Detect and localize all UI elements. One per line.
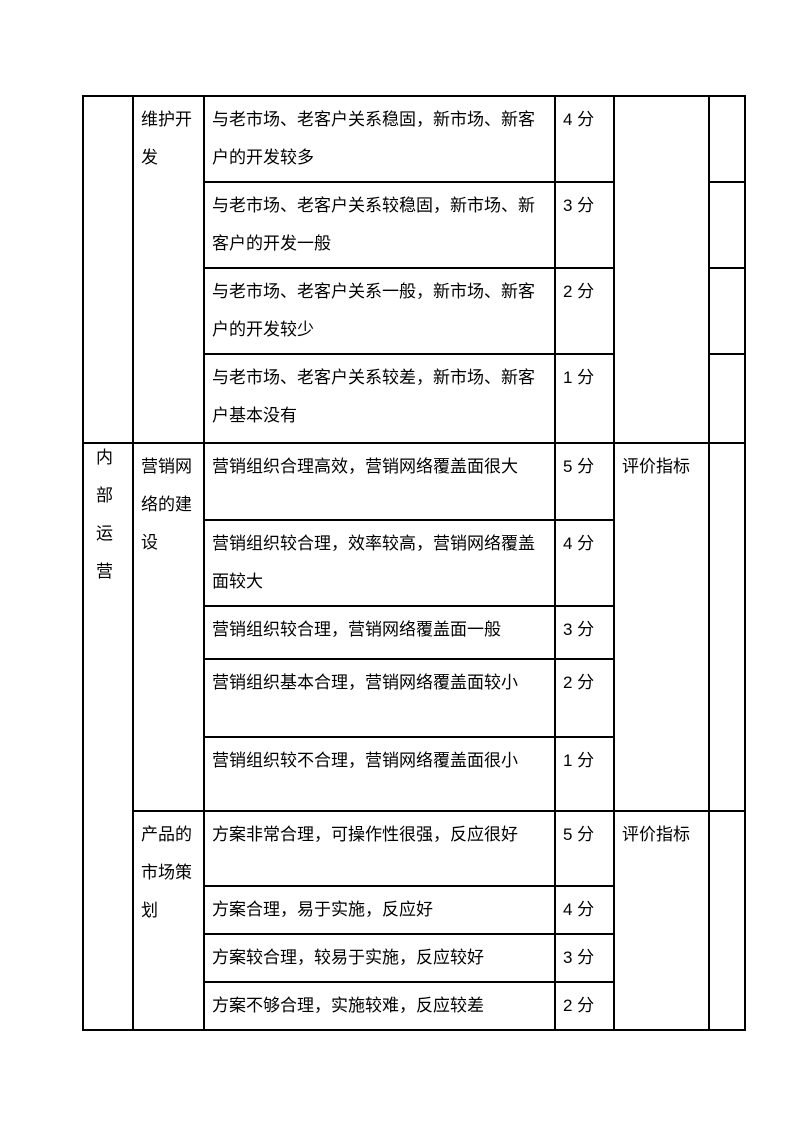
- criteria-cell: 与老市场、老客户关系较差，新市场、新客户基本没有: [203, 353, 556, 444]
- criteria-text: 营销组织较合理，效率较高，营销网络覆盖面较大: [212, 534, 535, 591]
- criteria-text: 营销组织基本合理，营销网络覆盖面较小: [212, 673, 518, 692]
- criteria-cell: 方案较合理，较易于实施，反应较好: [203, 933, 556, 983]
- score-cell: 3 分: [554, 181, 615, 269]
- indicator-cell: 评价指标: [613, 810, 710, 1031]
- score-value: 4 分: [563, 900, 595, 919]
- evaluation-criteria-table: 维护开发 与老市场、老客户关系稳固，新市场、新客户的开发较多 4 分 与老市场、…: [82, 95, 746, 1031]
- score-value: 1 分: [563, 368, 595, 387]
- criteria-text: 营销组织较合理，营销网络覆盖面一般: [212, 620, 501, 639]
- score-value: 2 分: [563, 282, 595, 301]
- indicator-cell: 评价指标: [613, 442, 710, 812]
- table-row: 方案较合理，较易于实施，反应较好 3 分: [83, 933, 745, 983]
- score-cell: 2 分: [554, 658, 615, 738]
- criteria-cell: 营销组织较不合理，营销网络覆盖面很小: [203, 736, 556, 812]
- table-row: 与老市场、老客户关系较稳固，新市场、新客户的开发一般 3 分: [83, 181, 746, 269]
- criteria-text: 营销组织较不合理，营销网络覆盖面很小: [212, 751, 518, 770]
- score-value: 2 分: [563, 673, 595, 692]
- mark-cell-empty: [708, 267, 746, 355]
- criteria-cell: 方案不够合理，实施较难，反应较差: [203, 981, 556, 1031]
- category-cell-empty: [82, 95, 134, 444]
- score-cell: 4 分: [554, 95, 615, 183]
- criteria-text: 营销组织合理高效，营销网络覆盖面很大: [212, 457, 518, 476]
- table-row: 营销组织基本合理，营销网络覆盖面较小 2 分: [83, 658, 745, 738]
- category-label: 内部运营: [93, 448, 112, 600]
- table-row: 与老市场、老客户关系一般，新市场、新客户的开发较少 2 分: [83, 267, 746, 355]
- score-cell: 2 分: [554, 981, 615, 1031]
- criteria-text: 方案较合理，较易于实施，反应较好: [212, 948, 484, 967]
- criteria-cell: 与老市场、老客户关系稳固，新市场、新客户的开发较多: [203, 95, 556, 183]
- table-row: 产品的市场策划 方案非常合理，可操作性很强，反应很好 5 分 评价指标: [83, 810, 746, 1031]
- score-cell: 4 分: [554, 519, 615, 607]
- criteria-text: 与老市场、老客户关系较差，新市场、新客户基本没有: [212, 368, 535, 425]
- score-value: 3 分: [563, 196, 595, 215]
- criteria-cell: 营销组织较合理，营销网络覆盖面一般: [203, 605, 556, 660]
- mark-cell-empty: [708, 442, 746, 812]
- category-cell: 内部运营: [82, 442, 134, 1031]
- subcategory-cell: 产品的市场策划: [132, 810, 205, 1031]
- criteria-text: 与老市场、老客户关系稳固，新市场、新客户的开发较多: [212, 110, 535, 167]
- criteria-text: 与老市场、老客户关系较稳固，新市场、新客户的开发一般: [212, 196, 535, 253]
- indicator-cell-empty: [613, 95, 710, 444]
- table-row: 营销组织较不合理，营销网络覆盖面很小 1 分: [83, 736, 745, 812]
- subcategory-label: 营销网络的建设: [141, 457, 192, 552]
- criteria-text: 与老市场、老客户关系一般，新市场、新客户的开发较少: [212, 282, 535, 339]
- criteria-cell: 方案合理，易于实施，反应好: [203, 885, 556, 935]
- subcategory-cell: 营销网络的建设: [132, 442, 205, 812]
- score-value: 5 分: [563, 457, 595, 476]
- criteria-cell: 与老市场、老客户关系一般，新市场、新客户的开发较少: [203, 267, 556, 355]
- table-row: 内部运营 营销网络的建设 营销组织合理高效，营销网络覆盖面很大 5 分 评价指标: [82, 442, 746, 1031]
- criteria-cell: 营销组织基本合理，营销网络覆盖面较小: [203, 658, 556, 738]
- table-row: 与老市场、老客户关系较差，新市场、新客户基本没有 1 分: [83, 353, 746, 444]
- subcategory-cell: 维护开发: [132, 95, 205, 444]
- score-value: 1 分: [563, 751, 595, 770]
- score-value: 3 分: [563, 620, 595, 639]
- score-cell: 5 分: [554, 810, 615, 887]
- table-row: 方案合理，易于实施，反应好 4 分: [83, 885, 745, 935]
- subcategory-label: 维护开发: [141, 110, 192, 167]
- criteria-cell: 方案非常合理，可操作性很强，反应很好: [203, 810, 556, 887]
- criteria-cell: 与老市场、老客户关系较稳固，新市场、新客户的开发一般: [203, 181, 556, 269]
- criteria-cell: 营销组织较合理，效率较高，营销网络覆盖面较大: [203, 519, 556, 607]
- criteria-text: 方案非常合理，可操作性很强，反应很好: [212, 825, 518, 844]
- indicator-label: 评价指标: [622, 825, 690, 844]
- mark-cell-empty: [708, 810, 746, 1031]
- score-cell: 5 分: [554, 442, 615, 521]
- table-row: 营销组织较合理，营销网络覆盖面一般 3 分: [83, 605, 745, 660]
- table-row: 方案不够合理，实施较难，反应较差 2 分: [83, 981, 745, 1031]
- score-cell: 2 分: [554, 267, 615, 355]
- indicator-label: 评价指标: [622, 457, 690, 476]
- score-value: 3 分: [563, 948, 595, 967]
- criteria-text: 方案不够合理，实施较难，反应较差: [212, 996, 484, 1015]
- subcategory-label: 产品的市场策划: [141, 825, 192, 920]
- score-cell: 1 分: [554, 353, 615, 444]
- score-value: 4 分: [563, 534, 595, 553]
- score-cell: 4 分: [554, 885, 615, 935]
- mark-cell-empty: [708, 95, 746, 183]
- score-cell: 3 分: [554, 605, 615, 660]
- mark-cell-empty: [708, 353, 746, 444]
- mark-cell-empty: [708, 181, 746, 269]
- criteria-cell: 营销组织合理高效，营销网络覆盖面很大: [203, 442, 556, 521]
- score-value: 2 分: [563, 996, 595, 1015]
- criteria-text: 方案合理，易于实施，反应好: [212, 900, 433, 919]
- table-row: 维护开发 与老市场、老客户关系稳固，新市场、新客户的开发较多 4 分: [82, 95, 746, 444]
- score-value: 4 分: [563, 110, 595, 129]
- table-row: 营销组织较合理，效率较高，营销网络覆盖面较大 4 分: [83, 519, 745, 607]
- score-cell: 1 分: [554, 736, 615, 812]
- score-cell: 3 分: [554, 933, 615, 983]
- score-value: 5 分: [563, 825, 595, 844]
